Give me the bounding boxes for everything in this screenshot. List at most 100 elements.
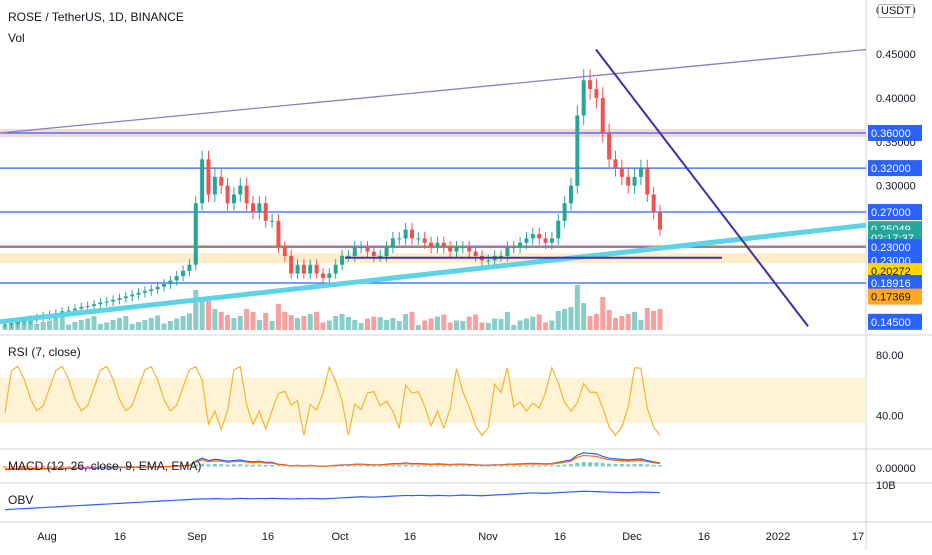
macd-histogram-bar: [359, 465, 364, 467]
volume-bar: [651, 311, 657, 330]
volume-bar: [27, 316, 33, 330]
volume-bar: [91, 316, 97, 330]
candle-body: [98, 302, 103, 305]
time-tick-label: Aug: [37, 531, 57, 543]
volume-bar: [638, 320, 644, 330]
macd-histogram-bar: [454, 465, 459, 467]
price-tag: [868, 239, 922, 256]
macd-histogram-bar: [505, 465, 510, 467]
candle-body: [282, 247, 287, 256]
macd-histogram-bar: [594, 462, 599, 467]
volume-bar: [256, 320, 262, 330]
price-tag-label: 0.36000: [871, 128, 911, 140]
candle-body: [79, 306, 84, 309]
candle-body: [384, 247, 389, 256]
macd-histogram-bar: [41, 466, 46, 468]
macd-histogram-bar: [9, 466, 14, 468]
macd-histogram-bar: [34, 466, 39, 468]
volume-bar: [110, 320, 116, 330]
volume-bar: [345, 317, 351, 330]
candle-body: [556, 220, 561, 239]
candle-body: [549, 238, 554, 243]
candle-body: [60, 311, 65, 314]
currency-badge[interactable]: USDT: [878, 4, 914, 18]
volume-bar: [205, 301, 211, 330]
candle-body: [486, 260, 491, 262]
candle-body: [416, 238, 421, 240]
macd-histogram-bar: [422, 465, 427, 467]
time-tick-label: 16: [114, 531, 126, 543]
macd-histogram-bar: [251, 464, 256, 467]
volume-bar: [66, 324, 72, 330]
macd-histogram-bar: [219, 464, 224, 467]
candle-body: [607, 132, 612, 160]
volume-bar: [504, 312, 510, 330]
volume-bar: [657, 309, 663, 330]
volume-bar: [155, 315, 161, 330]
volume-bar: [473, 314, 479, 330]
volume-bar: [104, 322, 110, 330]
volume-bar: [123, 316, 129, 330]
macd-histogram-bar: [549, 465, 554, 467]
volume-bar: [523, 318, 529, 330]
macd-histogram-bar: [607, 463, 612, 467]
volume-bar: [85, 318, 91, 330]
macd-histogram-bar: [270, 464, 275, 467]
macd-histogram-bar: [136, 466, 141, 467]
candle-body: [251, 203, 256, 213]
symbol-title: ROSE / TetherUS, 1D, BINANCE: [8, 10, 184, 24]
candle-body: [263, 203, 268, 221]
macd-histogram-bar: [104, 466, 109, 468]
candle-body: [327, 273, 332, 278]
candle-body: [537, 233, 542, 239]
time-tick-label: 16: [554, 531, 566, 543]
macd-label: MACD (12, 26, close, 9, EMA, EMA): [8, 459, 202, 473]
volume-bar: [231, 318, 237, 330]
candle-body: [320, 273, 325, 278]
obv-label: OBV: [8, 493, 34, 507]
volume-bar: [193, 290, 199, 330]
candle-body: [505, 247, 510, 256]
candle-body: [371, 251, 376, 256]
volume-bar: [422, 320, 428, 330]
price-tick-label: 0.30000: [876, 181, 916, 193]
candle-body: [626, 176, 631, 186]
macd-histogram-bar: [638, 463, 643, 467]
macd-histogram-bar: [352, 465, 357, 467]
volume-bar: [479, 322, 485, 330]
volume-label: Vol: [8, 31, 25, 45]
macd-histogram-bar: [511, 465, 516, 467]
macd-histogram-bar: [390, 465, 395, 467]
volume-bar: [225, 315, 231, 330]
candle-body: [352, 247, 357, 256]
macd-histogram-bar: [460, 465, 465, 467]
macd-histogram-bar: [130, 466, 135, 467]
rsi-tick-label: 80.00: [876, 350, 904, 362]
macd-histogram-bar: [244, 464, 249, 467]
candle-body: [562, 203, 567, 221]
macd-histogram-bar: [85, 466, 90, 468]
volume-bar: [307, 314, 313, 330]
price-tag: [868, 275, 922, 292]
volume-bar: [136, 322, 142, 330]
candle-body: [161, 284, 166, 287]
candle-body: [117, 298, 122, 300]
macd-histogram-bar: [98, 466, 103, 468]
volume-bar: [250, 312, 256, 330]
volume-bar: [174, 318, 180, 330]
volume-bar: [390, 318, 396, 330]
volume-bar: [485, 323, 491, 330]
candle-body: [276, 220, 281, 248]
macd-histogram-bar: [365, 465, 370, 467]
macd-histogram-bar: [3, 466, 7, 468]
macd-histogram-bar: [473, 465, 478, 467]
volume-bar: [574, 285, 580, 330]
candle-body: [530, 233, 535, 239]
volume-bar: [358, 323, 364, 330]
price-tag: [868, 288, 922, 305]
volume-bar: [199, 298, 205, 330]
volume-bar: [549, 320, 555, 330]
volume-bar: [403, 314, 409, 330]
